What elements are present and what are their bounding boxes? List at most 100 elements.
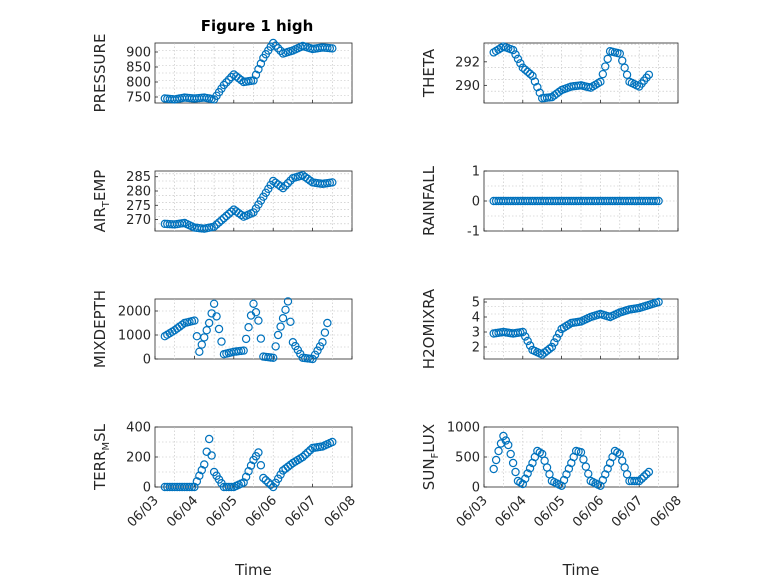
y-tick-label: 3	[472, 326, 480, 341]
data-point	[615, 49, 625, 58]
data-point	[251, 308, 261, 317]
data-point	[271, 41, 280, 50]
y-axis-label-rest: SL	[91, 423, 109, 442]
y-tick-label: -1	[467, 225, 480, 240]
data-point	[227, 482, 236, 492]
y-axis-label-rest: LUX	[420, 424, 438, 453]
data-point	[318, 338, 327, 347]
data-point	[239, 346, 248, 355]
data-point	[518, 63, 528, 72]
data-point	[499, 431, 508, 441]
data-point	[212, 220, 221, 229]
series-markers	[489, 431, 654, 490]
data-point	[273, 474, 283, 483]
data-point	[276, 182, 285, 191]
series-markers	[160, 297, 332, 364]
y-tick-label: 0	[472, 481, 480, 496]
data-point	[489, 464, 498, 474]
data-point	[550, 338, 559, 347]
data-point	[552, 333, 561, 343]
y-tick-label: 275	[126, 199, 151, 214]
y-tick-label: 800	[126, 76, 151, 91]
data-point	[276, 322, 285, 331]
y-axis-label-main: SUN	[420, 458, 438, 490]
data-point	[204, 434, 214, 444]
y-tick-label: 400	[126, 421, 151, 436]
data-point	[310, 350, 320, 359]
y-tick-label: 850	[126, 61, 151, 76]
data-point	[523, 469, 532, 478]
x-axis-label: Time	[562, 561, 600, 579]
data-point	[654, 196, 663, 206]
y-axis-label-subscript: F	[430, 452, 441, 458]
data-point	[197, 340, 206, 349]
data-point	[528, 71, 537, 81]
data-point	[511, 50, 520, 59]
data-point	[204, 318, 214, 328]
y-tick-label: 0	[143, 353, 151, 368]
data-point	[630, 476, 639, 486]
data-point	[276, 470, 285, 479]
x-tick-label: 06/04	[164, 493, 201, 530]
x-tick-label: 06/06	[570, 493, 607, 530]
y-axis-label: RAINFALL	[420, 165, 438, 236]
data-point	[283, 297, 293, 306]
y-axis-label-subscript: T	[101, 200, 112, 208]
data-point	[214, 324, 224, 334]
data-point	[506, 449, 515, 459]
data-point	[501, 436, 511, 445]
y-tick-label: 1000	[118, 329, 151, 344]
data-point	[547, 342, 557, 352]
data-point	[305, 446, 315, 455]
series-markers	[489, 42, 654, 103]
data-point	[598, 69, 608, 79]
data-point	[521, 332, 530, 341]
data-point	[511, 467, 520, 477]
y-axis-label: H2OMIXRA	[420, 288, 438, 369]
data-point	[320, 328, 330, 337]
data-point	[504, 440, 513, 450]
data-point	[494, 446, 503, 456]
data-point	[581, 462, 591, 471]
data-point	[328, 178, 337, 187]
data-point	[584, 469, 593, 478]
data-point	[217, 337, 226, 346]
data-point	[305, 176, 315, 185]
y-tick-label: 285	[126, 170, 151, 185]
data-point	[308, 354, 317, 364]
data-point	[281, 305, 290, 314]
data-point	[298, 452, 307, 462]
data-point	[508, 45, 518, 55]
data-point	[523, 336, 532, 346]
y-tick-label: 500	[455, 451, 480, 466]
y-tick-label: 280	[126, 185, 151, 200]
figure-title: Figure 1 high	[201, 17, 314, 35]
subplot-rainfall: -1 0 1 RAINFALL	[420, 165, 679, 240]
data-point	[649, 196, 658, 206]
data-point	[637, 474, 646, 483]
data-point	[207, 451, 216, 460]
data-point	[525, 69, 535, 79]
data-point	[283, 178, 293, 188]
data-point	[530, 77, 540, 86]
data-point	[209, 299, 219, 308]
y-tick-label: 4	[472, 311, 480, 326]
data-point	[256, 334, 266, 343]
data-point	[508, 458, 518, 468]
data-point	[269, 38, 278, 48]
data-point	[256, 461, 266, 470]
data-point	[224, 209, 234, 219]
y-axis-label-subscript: M	[101, 442, 112, 451]
y-tick-label: 290	[455, 79, 480, 94]
subplot-sun-flux: 0 500 1000 06/03 06/04 06/05 06/06 06/07 06/08 SU…	[420, 421, 685, 580]
x-tick-label: 06/07	[282, 493, 319, 530]
data-point	[516, 59, 525, 68]
y-tick-label: 2	[472, 341, 480, 356]
x-tick-label: 06/06	[243, 493, 280, 530]
x-tick-label: 06/05	[204, 493, 241, 530]
data-point	[525, 464, 535, 473]
data-point	[301, 450, 310, 459]
